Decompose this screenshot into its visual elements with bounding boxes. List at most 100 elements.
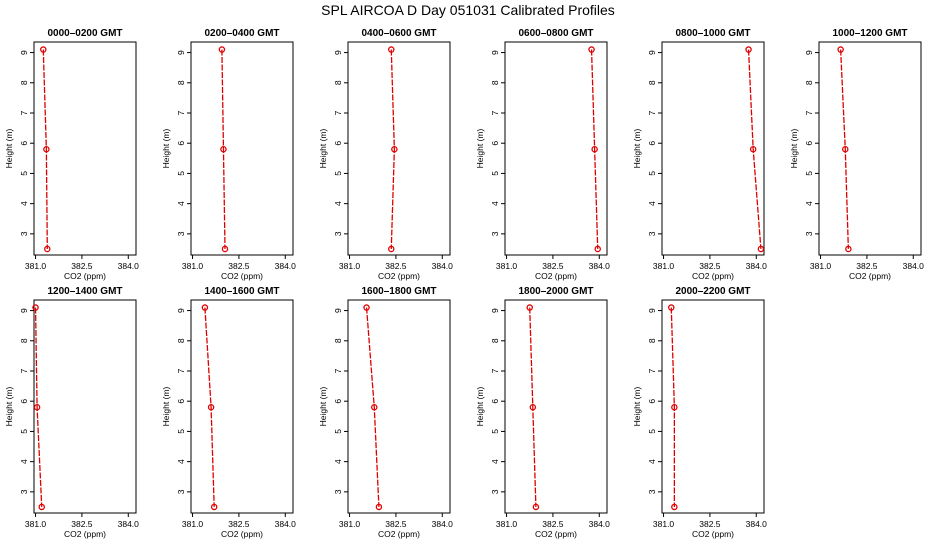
x-tick-label: 381.0	[25, 261, 47, 271]
y-tick-label: 5	[19, 429, 29, 434]
x-tick-label: 381.0	[182, 519, 204, 529]
page-title: SPL AIRCOA D Day 051031 Calibrated Profi…	[321, 2, 615, 18]
data-point	[668, 304, 675, 311]
panel-title: 1200–1400 GMT	[47, 286, 122, 297]
y-axis-label: Height (m)	[475, 129, 485, 169]
x-tick-label: 381.0	[653, 261, 675, 271]
y-tick-label: 3	[176, 231, 186, 236]
x-tick-label: 382.5	[542, 261, 564, 271]
data-point	[391, 146, 398, 153]
y-tick-label: 4	[647, 201, 657, 206]
panel-10: 1800–2000 GMT 381.0 382.5 384.0 CO2 (ppm) 3 4 5…	[475, 286, 610, 539]
x-tick-label: 384.0	[589, 261, 611, 271]
y-tick-label: 7	[176, 110, 186, 115]
y-tick-label: 8	[647, 338, 657, 343]
y-tick-label: 4	[176, 201, 186, 206]
profile-line	[839, 49, 850, 249]
x-tick-label: 381.0	[496, 261, 518, 271]
y-tick-label: 5	[176, 429, 186, 434]
data-point	[207, 404, 215, 411]
y-tick-label: 4	[647, 459, 657, 464]
data-point	[375, 503, 383, 511]
plot-frame	[504, 299, 608, 514]
profile-line	[390, 49, 396, 249]
x-tick-label: 384.0	[746, 261, 768, 271]
profile-line	[590, 49, 599, 249]
y-tick-label: 9	[647, 308, 657, 313]
x-tick-label: 382.5	[71, 519, 93, 529]
panel-title: 0600–0800 GMT	[518, 28, 593, 39]
panel-title: 0200–0400 GMT	[204, 28, 279, 39]
y-tick-label: 9	[647, 50, 657, 55]
y-tick-label: 6	[176, 399, 186, 404]
data-point	[745, 46, 752, 53]
x-tick-label: 384.0	[746, 519, 768, 529]
profile-line	[42, 49, 48, 249]
y-tick-label: 4	[333, 201, 343, 206]
y-tick-label: 7	[647, 110, 657, 115]
y-tick-label: 7	[490, 368, 500, 373]
plot-frame	[190, 41, 294, 256]
data-point	[43, 146, 50, 153]
y-axis-label: Height (m)	[789, 129, 799, 169]
y-tick-label: 7	[647, 368, 657, 373]
profile-line	[670, 307, 676, 507]
y-tick-label: 5	[333, 429, 343, 434]
x-tick-label: 381.0	[496, 519, 518, 529]
y-tick-label: 3	[176, 489, 186, 494]
y-tick-label: 7	[490, 110, 500, 115]
x-tick-label: 381.0	[25, 519, 47, 529]
y-tick-label: 5	[804, 171, 814, 176]
y-tick-label: 5	[19, 171, 29, 176]
y-tick-label: 6	[490, 141, 500, 146]
y-tick-label: 9	[19, 308, 29, 313]
plot-frame	[661, 41, 765, 256]
plot-frame	[818, 41, 922, 256]
y-tick-label: 6	[19, 399, 29, 404]
x-axis-label: CO2 (ppm)	[535, 271, 577, 281]
data-point	[671, 503, 678, 511]
x-tick-label: 384.0	[118, 261, 140, 271]
y-tick-label: 3	[647, 489, 657, 494]
x-tick-label: 384.0	[275, 519, 297, 529]
y-tick-label: 8	[333, 80, 343, 85]
y-tick-label: 4	[490, 459, 500, 464]
x-tick-label: 382.5	[228, 519, 250, 529]
plot-frame	[33, 299, 137, 514]
y-tick-label: 6	[333, 399, 343, 404]
x-tick-label: 384.0	[432, 519, 454, 529]
x-axis-label: CO2 (ppm)	[692, 529, 734, 539]
panel-8: 1400–1600 GMT 381.0 382.5 384.0 CO2 (ppm) 3 4 5…	[161, 286, 296, 539]
y-axis-label: Height (m)	[318, 387, 328, 427]
y-tick-label: 5	[333, 171, 343, 176]
y-tick-label: 9	[176, 308, 186, 313]
y-tick-label: 8	[333, 338, 343, 343]
x-axis-label: CO2 (ppm)	[378, 271, 420, 281]
x-axis-label: CO2 (ppm)	[849, 271, 891, 281]
y-tick-label: 3	[333, 231, 343, 236]
panel-title: 2000–2200 GMT	[675, 286, 750, 297]
x-axis-label: CO2 (ppm)	[64, 271, 106, 281]
y-tick-label: 8	[490, 80, 500, 85]
y-tick-label: 6	[647, 141, 657, 146]
plot-frame	[347, 41, 451, 256]
data-point	[218, 46, 226, 53]
data-point	[671, 404, 678, 411]
x-axis-label: CO2 (ppm)	[64, 529, 106, 539]
x-tick-label: 381.0	[339, 261, 361, 271]
y-tick-label: 6	[804, 141, 814, 146]
data-point	[591, 146, 598, 153]
panel-5: 0800–1000 GMT 381.0 382.5 384.0 CO2 (ppm) 3 4 5…	[632, 28, 767, 281]
panel-11: 2000–2200 GMT 381.0 382.5 384.0 CO2 (ppm) 3 4 5…	[632, 286, 767, 539]
x-axis-label: CO2 (ppm)	[535, 529, 577, 539]
panel-1: 0000–0200 GMT 381.0 382.5 384.0 CO2 (ppm) 3 4 5…	[4, 28, 139, 281]
data-point	[32, 304, 39, 311]
y-tick-label: 5	[490, 171, 500, 176]
y-axis-label: Height (m)	[632, 387, 642, 427]
plot-frame	[33, 41, 137, 256]
y-tick-label: 4	[19, 459, 29, 464]
y-tick-label: 4	[490, 201, 500, 206]
data-point	[388, 46, 395, 53]
x-tick-label: 382.5	[542, 519, 564, 529]
y-axis-label: Height (m)	[4, 129, 14, 169]
